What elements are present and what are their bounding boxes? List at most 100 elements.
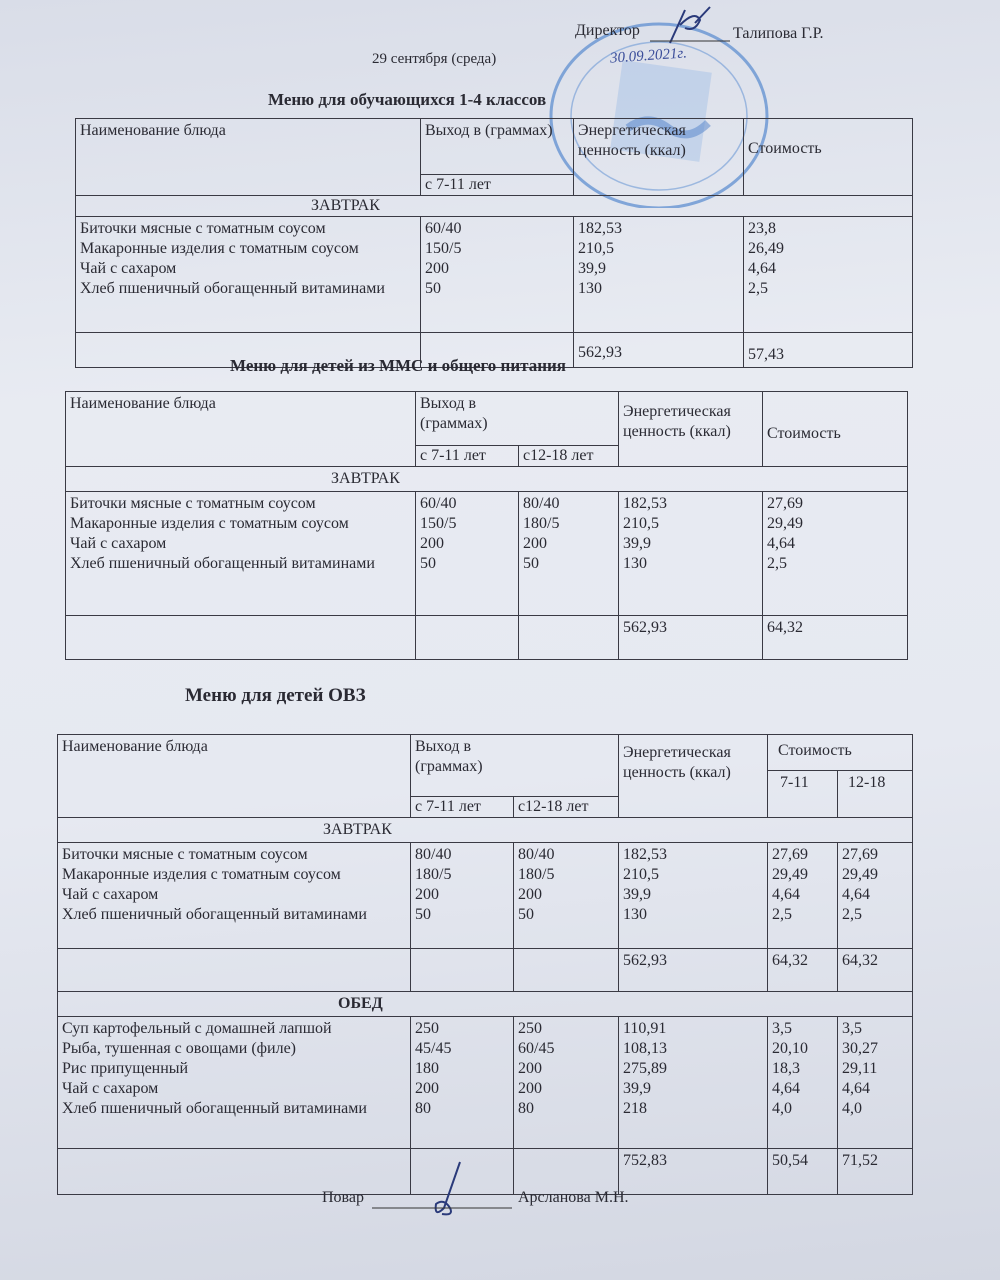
cell-line: 200 <box>420 535 444 552</box>
table1-title: Меню для обучающихся 1-4 классов <box>268 90 547 109</box>
cell-line: 182,53 <box>578 220 622 237</box>
cell-line: Макаронные изделия с томатным соусом <box>62 866 341 883</box>
cell-line: 210,5 <box>623 515 660 532</box>
dish-costs-7-11: 3,5 20,10 18,3 4,64 4,0 <box>767 1016 839 1149</box>
header-dish-name: Наименование блюда <box>57 734 411 818</box>
cell-line: 182,53 <box>623 846 668 863</box>
document-date: 29 сентября (среда) <box>372 51 497 67</box>
dish-names: Биточки мясные с томатным соусом Макаронн… <box>57 842 411 949</box>
cell-line: Биточки мясные с томатным соусом <box>80 220 326 237</box>
cell-line: 130 <box>623 906 648 923</box>
total-cost-12-18: 64,32 <box>837 948 914 992</box>
total-blank <box>410 1148 514 1195</box>
cell-line: 182,53 <box>623 495 668 512</box>
cell-line: 210,5 <box>578 240 614 257</box>
cell-line: 29,11 <box>842 1060 878 1077</box>
cell-line: Суп картофельный с домашней лапшой <box>62 1020 332 1037</box>
cell-line: 4,64 <box>772 886 801 903</box>
cell-line: 200 <box>518 1080 542 1097</box>
header-dish-name: Наименование блюда <box>65 391 416 467</box>
cell-line: 4,64 <box>842 1080 871 1097</box>
dish-yields-7-11: 60/40 150/5 200 50 <box>415 491 519 616</box>
cell-line: 180/5 <box>518 866 555 883</box>
cell-line: 20,10 <box>772 1040 809 1057</box>
cell-line: 50 <box>425 280 441 297</box>
dish-energy: 110,91 108,13 275,89 39,9 218 <box>618 1016 769 1149</box>
cook-label: Повар <box>322 1189 364 1206</box>
total-energy: 752,83 <box>618 1148 769 1195</box>
table3-title: Меню для детей ОВЗ <box>185 685 366 706</box>
cell-line: 27,69 <box>767 495 804 512</box>
director-name: Талипова Г.Р. <box>733 25 824 42</box>
cell-line: 210,5 <box>623 866 660 883</box>
dish-costs-12-18: 3,5 30,27 29,11 4,64 4,0 <box>837 1016 914 1149</box>
total-blank <box>517 615 620 660</box>
dish-yields-12-18: 80/40 180/5 200 50 <box>517 491 620 616</box>
cell-line: 108,13 <box>623 1040 668 1057</box>
cell-line: 50 <box>523 555 539 572</box>
header-yield: Выход в (граммах) <box>409 734 620 797</box>
cell-line: 200 <box>523 535 547 552</box>
section-breakfast: ЗАВТРАК <box>56 817 914 843</box>
cell-line: Хлеб пшеничный обогащенный витаминами <box>62 1100 367 1117</box>
total-blank <box>512 948 620 992</box>
header-cost: Стоимость <box>767 734 914 771</box>
cell-line: 39,9 <box>623 886 652 903</box>
header-yield-age-7-11: с 7-11 лет <box>410 796 514 818</box>
cell-line: Макаронные изделия с томатным соусом <box>80 240 359 257</box>
total-blank <box>420 332 574 368</box>
total-cost: 57,43 <box>743 332 913 368</box>
cell-line: 80/40 <box>518 846 555 863</box>
director-signature <box>650 6 730 44</box>
cell-line: Хлеб пшеничный обогащенный витаминами <box>70 555 375 572</box>
cell-line: 3,5 <box>772 1020 793 1037</box>
total-blank <box>410 948 514 992</box>
cell-line: 4,64 <box>842 886 871 903</box>
cell-line: 130 <box>623 555 648 572</box>
cell-line: 45/45 <box>415 1040 452 1057</box>
total-blank <box>57 1148 411 1195</box>
cell-line: 110,91 <box>623 1020 667 1037</box>
header-yield: Выход в (граммах) <box>414 391 620 446</box>
cell-line: 27,69 <box>842 846 879 863</box>
cell-line: 80 <box>415 1100 431 1117</box>
header-yield-age-12-18: с12-18 лет <box>512 796 620 818</box>
cell-line: 4,0 <box>842 1100 863 1117</box>
cell-line: Чай с сахаром <box>62 1080 159 1097</box>
cell-line: 180/5 <box>523 515 560 532</box>
cell-line: 130 <box>578 280 602 297</box>
cell-line: 18,3 <box>772 1060 801 1077</box>
cell-line: 60/45 <box>518 1040 555 1057</box>
cell-line: 50 <box>518 906 534 923</box>
cell-line: 2,5 <box>767 555 788 572</box>
cell-line: Чай с сахаром <box>70 535 167 552</box>
total-energy: 562,93 <box>573 332 744 368</box>
cell-line: 2,5 <box>748 280 768 297</box>
table2-title: Меню для детей из ММС и общего питания <box>230 356 566 375</box>
cell-line: 150/5 <box>425 240 462 257</box>
cell-line: 80/40 <box>523 495 560 512</box>
cell-line: 250 <box>518 1020 542 1037</box>
cell-line: 39,9 <box>623 535 652 552</box>
cell-line: 60/40 <box>420 495 457 512</box>
total-cost-7-11: 50,54 <box>767 1148 839 1195</box>
cell-line: 180/5 <box>415 866 452 883</box>
dish-costs: 27,69 29,49 4,64 2,5 <box>762 491 909 616</box>
header-cost-7-11: 7-11 <box>767 770 839 818</box>
total-energy: 562,93 <box>618 615 764 660</box>
cell-line: Чай с сахаром <box>62 886 159 903</box>
total-blank <box>415 615 519 660</box>
cell-line: 4,0 <box>772 1100 793 1117</box>
cell-line: 29,49 <box>767 515 804 532</box>
total-cost-12-18: 71,52 <box>837 1148 914 1195</box>
cell-line: 39,9 <box>578 260 606 277</box>
cell-line: 39,9 <box>623 1080 652 1097</box>
cell-line: Биточки мясные с томатным соусом <box>62 846 308 863</box>
director-label: Директор <box>575 22 640 39</box>
menu-table-mms: Наименование блюда Выход в (граммах) Эне… <box>64 391 909 660</box>
header-cost-12-18: 12-18 <box>837 770 914 818</box>
cell-line: 2,5 <box>772 906 793 923</box>
cell-line: 200 <box>518 1060 542 1077</box>
cell-line: 218 <box>623 1100 648 1117</box>
cook-signature <box>372 1161 512 1216</box>
